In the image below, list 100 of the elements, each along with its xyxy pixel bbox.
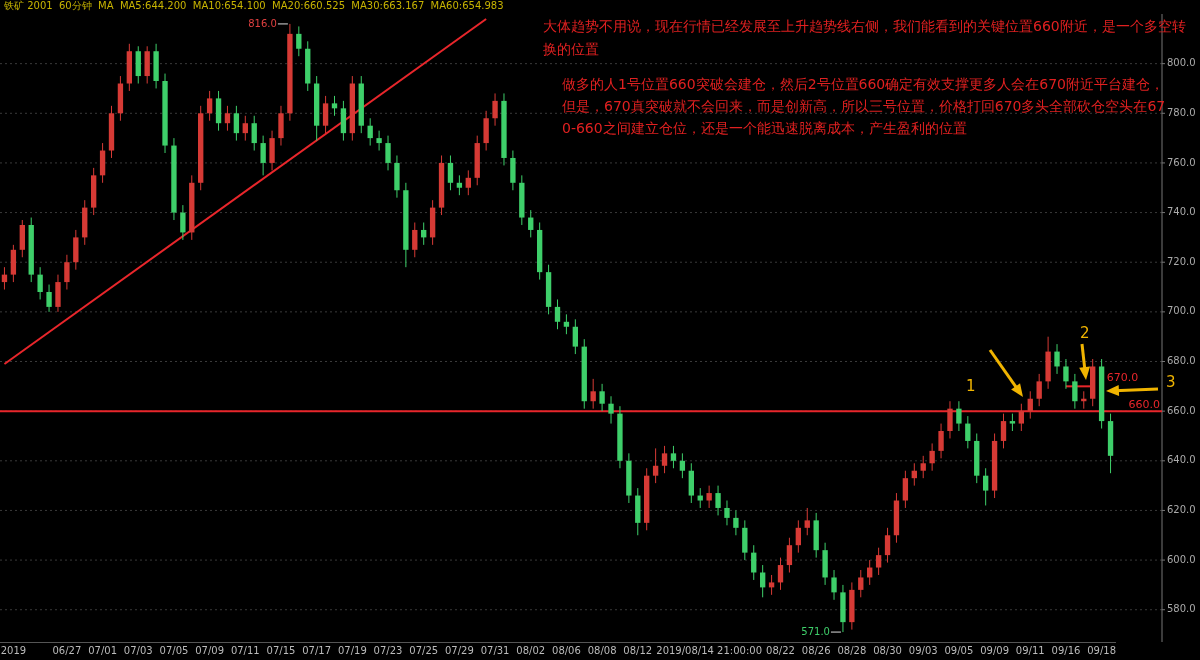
candlestick <box>920 455 926 479</box>
annotation: 1 <box>966 377 976 396</box>
candlestick <box>233 105 240 142</box>
candlestick <box>831 569 837 601</box>
candlestick <box>965 415 971 449</box>
candlestick <box>733 509 739 536</box>
candlestick <box>528 209 534 238</box>
candlestick <box>37 266 43 300</box>
x-tick-label: 07/15 <box>266 644 296 656</box>
y-tick-label: 600.0 <box>1167 553 1196 565</box>
x-tick-label: 08/30 <box>873 644 902 656</box>
candlestick <box>367 117 373 147</box>
candlestick <box>224 105 231 132</box>
candlestick <box>661 445 668 474</box>
candlestick <box>902 470 909 509</box>
candlestick <box>697 487 703 509</box>
y-tick-label: 800.0 <box>1167 57 1196 69</box>
y-tick-label: 680.0 <box>1167 355 1196 367</box>
y-tick-label: 660.0 <box>1167 404 1196 416</box>
candlestick <box>251 115 257 152</box>
y-tick-label: 640.0 <box>1167 454 1196 466</box>
candlestick <box>64 254 70 291</box>
candlestick <box>1054 343 1060 375</box>
candlestick <box>492 92 498 127</box>
candlestick <box>751 544 757 581</box>
x-tick-label: 2019/08/14 21:00:00 <box>656 644 763 656</box>
x-tick-label: 07/23 <box>373 644 403 656</box>
x-tick-label: 07/31 <box>480 644 510 656</box>
x-tick-label: 08/28 <box>837 644 867 656</box>
y-tick-label: 580.0 <box>1167 603 1196 615</box>
candlestick <box>1000 413 1007 449</box>
candlestick <box>1072 373 1078 410</box>
candlestick <box>206 90 213 122</box>
candlestick <box>322 95 329 134</box>
candlestick <box>376 130 382 152</box>
candlestick <box>296 25 302 57</box>
candlestick <box>46 284 52 313</box>
annotation: 大体趋势不用说，现在行情已经发展至上升趋势线右侧，我们能看到的关键位置660附近，是一个多空转换的位置 <box>543 17 1186 57</box>
x-tick-label: 09/18 <box>1087 644 1117 656</box>
x-tick-label: 08/22 <box>766 644 795 656</box>
candlestick <box>777 557 784 591</box>
x-tick-label: 07/01 <box>88 644 117 656</box>
candlestick <box>180 204 186 241</box>
candlestick <box>929 442 935 472</box>
x-tick-label: 08/02 <box>516 644 546 656</box>
annotation: 816.0 <box>248 17 277 29</box>
candlestick <box>670 445 677 469</box>
annotation: 2 <box>1080 324 1090 343</box>
x-tick-label: 07/11 <box>230 644 260 656</box>
ref-line-label: 660.0 <box>1128 397 1160 411</box>
candlestick <box>260 135 266 176</box>
candlestick <box>331 95 338 117</box>
candlestick <box>465 169 471 196</box>
candlestick <box>679 452 686 479</box>
candlestick <box>652 447 659 484</box>
candlestick <box>858 569 864 598</box>
x-tick-label: 08/26 <box>801 644 831 656</box>
candlestick <box>982 467 989 506</box>
x-tick-label: 08/08 <box>587 644 617 656</box>
x-tick-label: 07/17 <box>302 644 332 656</box>
candlestick <box>706 485 712 509</box>
candlestick <box>884 527 891 564</box>
candlestick <box>947 400 953 439</box>
annotation: 571.0 <box>801 625 830 637</box>
candlestick <box>759 564 766 598</box>
y-tick-label: 700.0 <box>1167 305 1196 317</box>
candlestick <box>795 519 802 554</box>
x-tick-label: 08/12 <box>623 644 653 656</box>
x-tick-label: 07/05 <box>159 644 189 656</box>
y-tick-label: 620.0 <box>1167 504 1196 516</box>
candlestick <box>563 313 570 335</box>
candlestick <box>786 537 793 573</box>
x-tick-label: 09/09 <box>980 644 1009 656</box>
chart-title: 铁矿 2001 60分钟 MA MA5:644.200 MA10:654.100 MA20:660.525 MA30:663.167 MA60:654.983 <box>3 0 504 11</box>
candlestick <box>572 318 579 355</box>
x-tick-label: 09/16 <box>1051 644 1081 656</box>
annotation: 670.0 <box>1106 370 1139 384</box>
x-tick-label: 07/19 <box>337 644 367 656</box>
y-tick-label: 780.0 <box>1167 106 1196 118</box>
candlestick <box>447 154 454 191</box>
candlestick <box>724 500 730 526</box>
candlestick <box>412 222 418 258</box>
x-tick-label: 09/03 <box>908 644 938 656</box>
text: 3 <box>1166 373 1176 392</box>
candlestick <box>1036 373 1042 407</box>
candlestick <box>875 547 882 576</box>
candlestick <box>608 395 614 425</box>
candlestick <box>554 298 561 330</box>
candlestick <box>599 383 605 412</box>
y-tick-label: 740.0 <box>1167 206 1196 218</box>
candlestick <box>1027 390 1033 420</box>
candlestick <box>242 115 248 142</box>
x-tick-label: 08/06 <box>552 644 581 656</box>
candlestick <box>385 135 391 171</box>
x-tick-label: 2019 <box>0 644 27 656</box>
x-tick-label: 09/11 <box>1015 644 1045 656</box>
x-tick-label: 07/29 <box>444 644 474 656</box>
y-tick-label: 760.0 <box>1167 156 1196 168</box>
x-tick-label: 09/05 <box>944 644 974 656</box>
candlestick <box>590 378 596 410</box>
